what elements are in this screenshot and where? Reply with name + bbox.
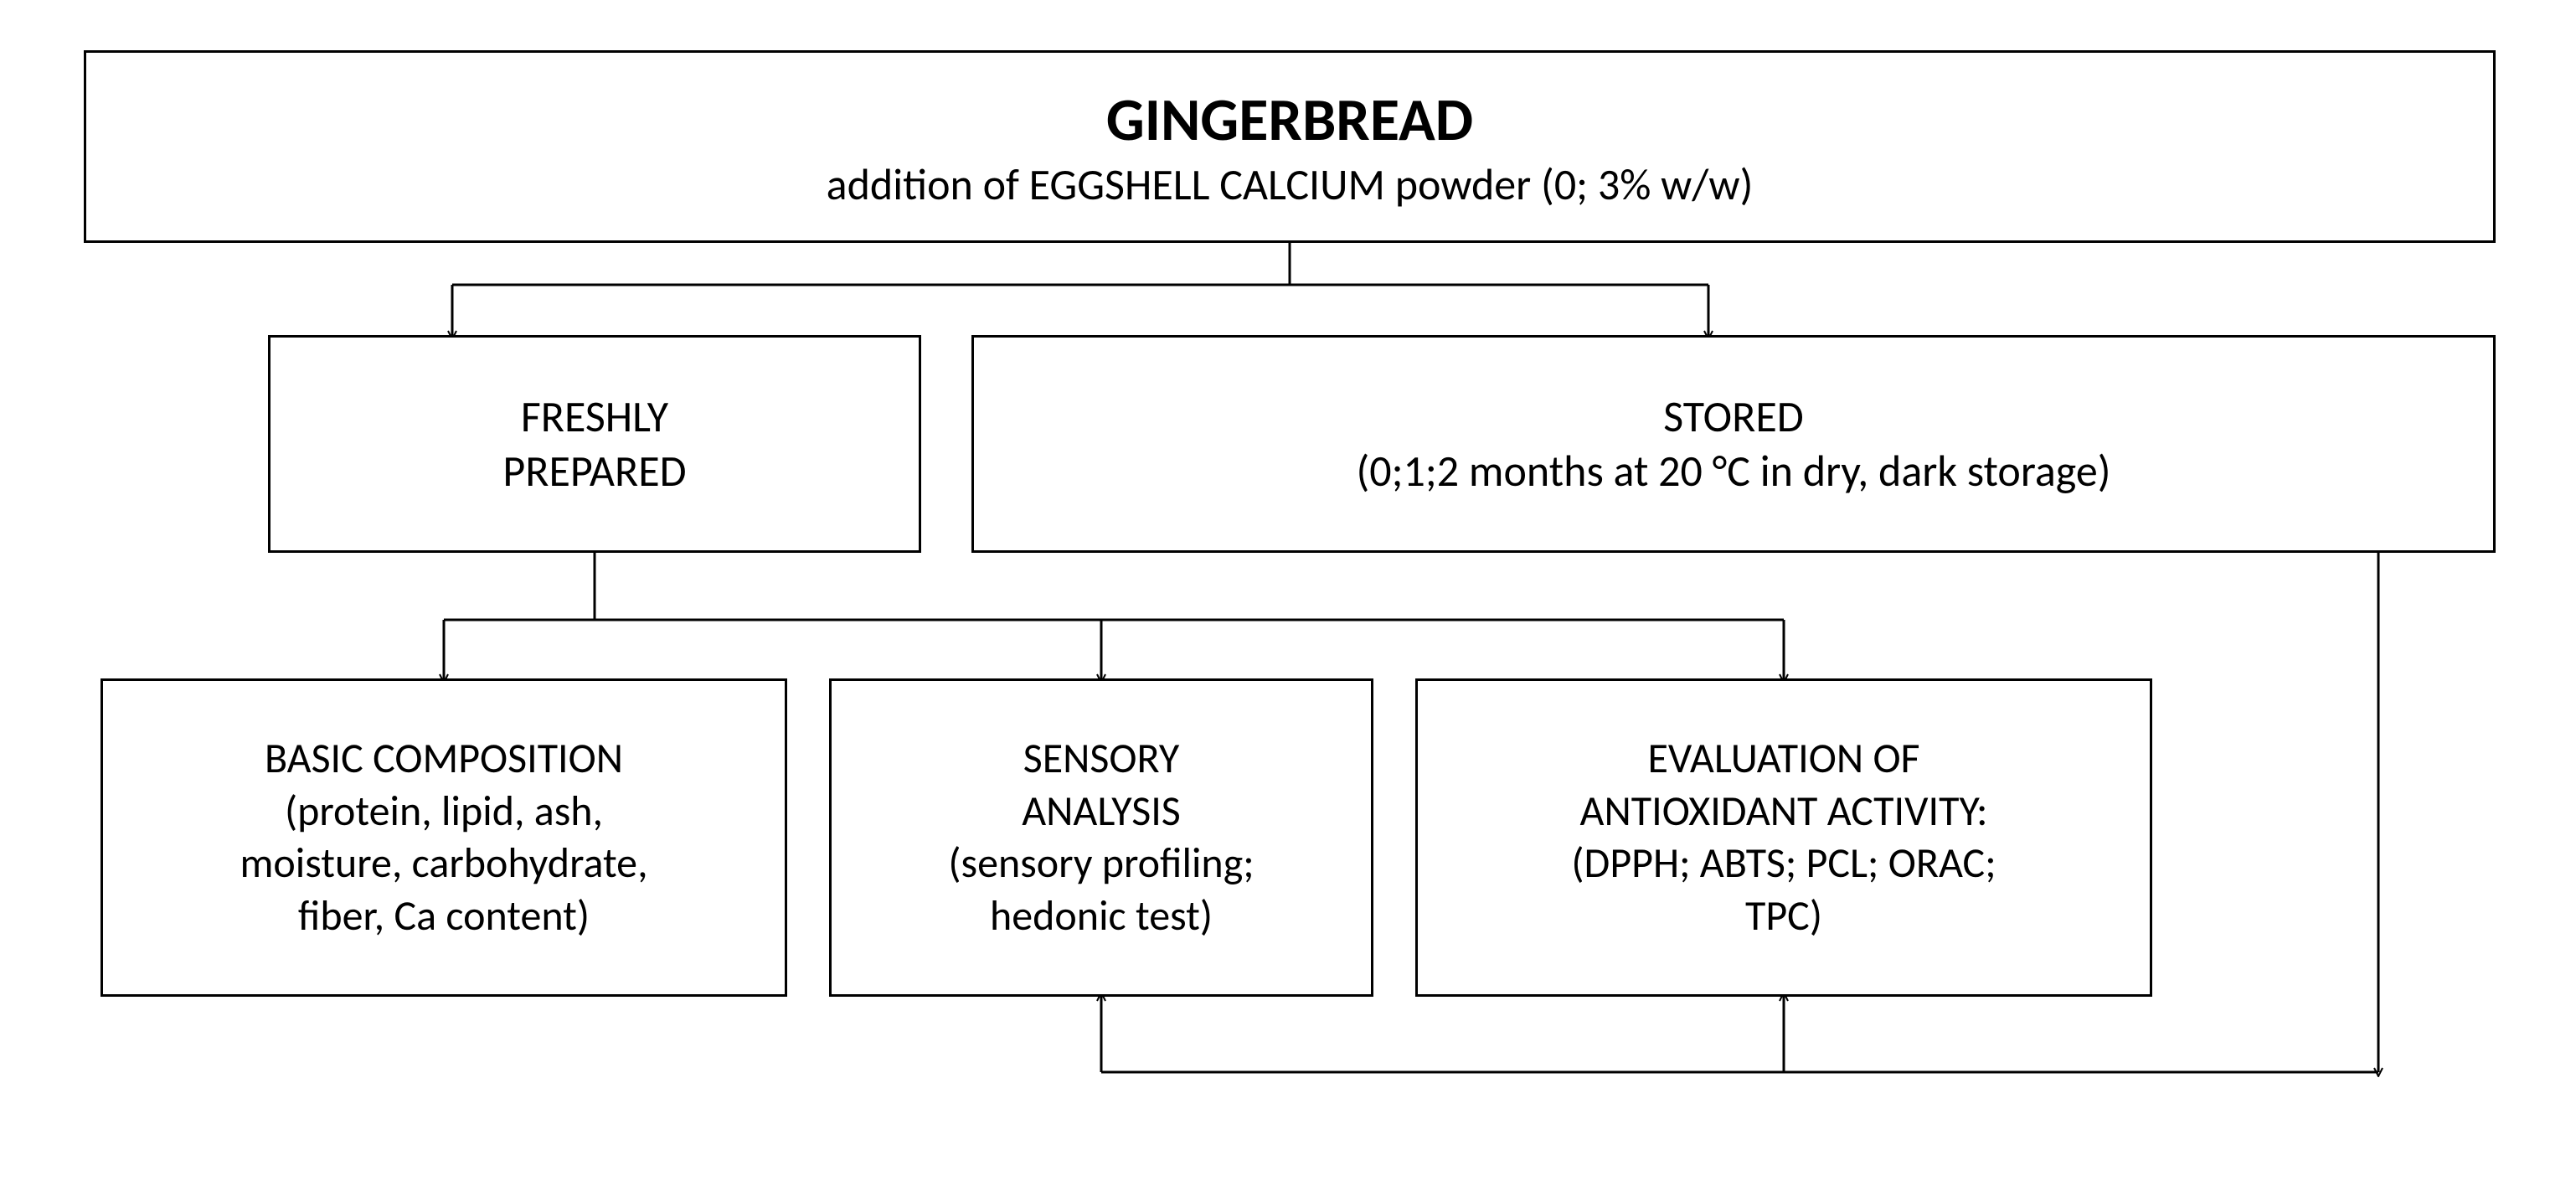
node-line: (0;1;2 months at 20 °C in dry, dark stor… (1357, 444, 2111, 498)
node-antioxidant-activity: EVALUATION OF ANTIOXIDANT ACTIVITY: (DPP… (1415, 678, 2152, 997)
node-gingerbread: GINGERBREAD addition of EGGSHELL CALCIUM… (84, 50, 2496, 243)
node-line: fiber, Ca content) (298, 890, 590, 943)
node-line: EVALUATION OF (1647, 733, 1919, 786)
node-subtitle: addition of EGGSHELL CALCIUM powder (0; … (827, 157, 1754, 212)
node-line: TPC) (1745, 890, 1822, 943)
node-freshly-prepared: FRESHLY PREPARED (268, 335, 921, 553)
node-line: PREPARED (502, 444, 686, 498)
node-line: STORED (1663, 389, 1803, 444)
node-line: (DPPH; ABTS; PCL; ORAC; (1571, 838, 1996, 890)
node-stored: STORED (0;1;2 months at 20 °C in dry, da… (971, 335, 2496, 553)
node-line: BASIC COMPOSITION (265, 733, 623, 786)
node-line: (sensory profiling; (948, 838, 1254, 890)
node-line: ANALYSIS (1022, 786, 1181, 838)
node-sensory-analysis: SENSORY ANALYSIS (sensory profiling; hed… (829, 678, 1373, 997)
node-line: hedonic test) (990, 890, 1213, 943)
node-line: SENSORY (1023, 733, 1180, 786)
node-line: moisture, carbohydrate, (240, 838, 647, 890)
flowchart-diagram: GINGERBREAD addition of EGGSHELL CALCIUM… (33, 34, 2546, 1147)
node-line: FRESHLY (521, 389, 668, 444)
node-line: (protein, lipid, ash, (285, 786, 603, 838)
node-title: GINGERBREAD (1106, 82, 1473, 157)
node-basic-composition: BASIC COMPOSITION (protein, lipid, ash, … (100, 678, 787, 997)
node-line: ANTIOXIDANT ACTIVITY: (1580, 786, 1988, 838)
